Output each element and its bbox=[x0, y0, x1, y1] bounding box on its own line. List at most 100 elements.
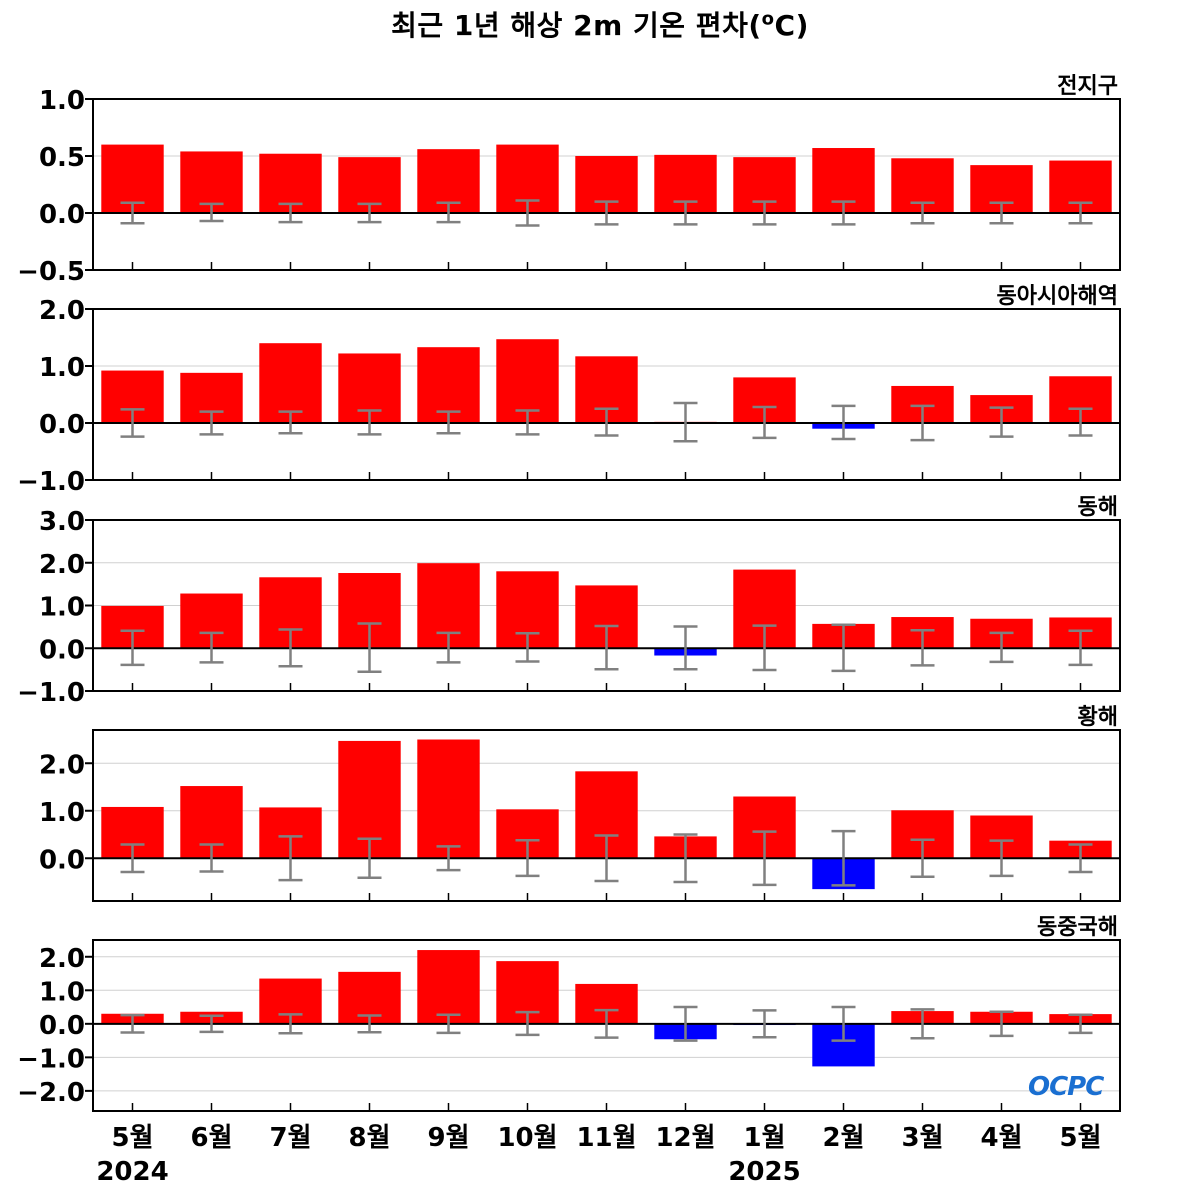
error-bar bbox=[120, 1013, 145, 1034]
error-bar bbox=[199, 843, 224, 873]
y-tick-label: 1.0 bbox=[39, 86, 85, 116]
y-tick-label: 0.5 bbox=[39, 143, 85, 173]
error-bar bbox=[278, 1013, 303, 1035]
error-bar bbox=[357, 622, 382, 674]
x-tick-label: 7월 bbox=[269, 1123, 311, 1153]
y-tick-label: 1.0 bbox=[39, 593, 85, 623]
error-bar bbox=[673, 200, 698, 226]
chart-title-degree: o bbox=[761, 8, 775, 30]
error-bar bbox=[673, 625, 698, 671]
ocpc-logo: OCPC bbox=[1028, 1072, 1104, 1102]
error-bar bbox=[357, 837, 382, 879]
error-bar bbox=[594, 1008, 619, 1039]
y-tick-label: 0.0 bbox=[39, 200, 85, 230]
error-bar bbox=[120, 843, 145, 874]
error-bar bbox=[515, 632, 540, 663]
x-tick-label: 11월 bbox=[576, 1123, 636, 1153]
error-bar bbox=[752, 624, 777, 672]
error-bar bbox=[278, 410, 303, 435]
x-tick-label: 12월 bbox=[655, 1123, 715, 1153]
error-bar bbox=[989, 1010, 1014, 1038]
error-bar bbox=[831, 1005, 856, 1042]
panel-region-label: 동해 bbox=[1078, 495, 1118, 520]
x-tick-label: 10월 bbox=[497, 1123, 557, 1153]
panel-2: −1.0 0.0 1.0 2.0 동아시아해역 bbox=[17, 284, 1121, 497]
error-bar bbox=[752, 830, 777, 887]
error-bar bbox=[120, 408, 145, 438]
error-bar bbox=[436, 845, 461, 872]
error-bar bbox=[199, 410, 224, 436]
error-bar bbox=[199, 631, 224, 664]
panel-4: 0.0 1.0 2.0 황해 bbox=[39, 705, 1121, 902]
error-bar bbox=[910, 629, 935, 667]
chart-title: 최근 1년 해상 2m 기온 편차(oC) bbox=[0, 4, 1200, 44]
x-tick-label: 8월 bbox=[348, 1123, 390, 1153]
y-tick-label: 1.0 bbox=[39, 798, 85, 828]
y-tick-label: −2.0 bbox=[17, 1078, 85, 1108]
error-bar bbox=[594, 834, 619, 883]
panel-1: −0.5 0.0 0.5 1.0 전지구 bbox=[17, 74, 1121, 287]
error-bar bbox=[594, 200, 619, 226]
error-bar bbox=[831, 623, 856, 673]
panel-5: −2.0 −1.00.0 1.02.0 동중국해 bbox=[17, 915, 1121, 1112]
panel-region-label: 전지구 bbox=[1057, 74, 1118, 99]
bar bbox=[417, 739, 480, 859]
y-tick-label: 0.0 bbox=[39, 845, 85, 875]
error-bar bbox=[910, 201, 935, 225]
y-tick-label: 2.0 bbox=[39, 296, 85, 326]
error-bar bbox=[278, 202, 303, 224]
error-bar bbox=[673, 833, 698, 884]
y-tick-label: 0.0 bbox=[39, 635, 85, 665]
error-bar bbox=[673, 1005, 698, 1042]
error-bar bbox=[199, 202, 224, 223]
chart-title-unit: C) bbox=[774, 9, 809, 42]
error-bar bbox=[515, 1010, 540, 1037]
error-bar bbox=[989, 201, 1014, 225]
bar bbox=[417, 950, 480, 1024]
error-bar bbox=[1068, 843, 1093, 874]
y-tick-label: 0.0 bbox=[39, 410, 85, 440]
panel-3: −1.0 0.0 1.0 2.0 3.0 동해 bbox=[17, 495, 1121, 708]
bar bbox=[259, 343, 322, 423]
error-bar bbox=[1068, 1013, 1093, 1035]
error-bar bbox=[357, 1014, 382, 1034]
error-bar bbox=[515, 838, 540, 878]
error-bar bbox=[278, 628, 303, 668]
error-bar bbox=[120, 629, 145, 667]
year-label: 2024 bbox=[96, 1157, 168, 1187]
chart-title-main: 최근 1년 해상 2m 기온 편차( bbox=[391, 9, 762, 42]
x-tick-label: 5월 bbox=[1059, 1123, 1101, 1153]
x-tick-label: 2월 bbox=[822, 1123, 864, 1153]
y-tick-label: 2.0 bbox=[39, 750, 85, 780]
y-tick-label: 3.0 bbox=[39, 507, 85, 537]
x-tick-label: 4월 bbox=[980, 1123, 1022, 1153]
y-tick-label: 1.0 bbox=[39, 353, 85, 383]
year-label: 2025 bbox=[728, 1157, 800, 1187]
error-bar bbox=[989, 839, 1014, 878]
error-bar bbox=[1068, 201, 1093, 225]
error-bar bbox=[436, 631, 461, 664]
error-bar bbox=[831, 200, 856, 226]
error-bar bbox=[1068, 407, 1093, 437]
error-bar bbox=[278, 835, 303, 882]
y-tick-label: −1.0 bbox=[17, 678, 85, 708]
x-tick-label: 9월 bbox=[427, 1123, 469, 1153]
panel-region-label: 동중국해 bbox=[1037, 915, 1118, 940]
error-bar bbox=[910, 1008, 935, 1040]
y-tick-label: 2.0 bbox=[39, 944, 85, 974]
x-tick-label: 5월 bbox=[111, 1123, 153, 1153]
x-tick-label: 1월 bbox=[743, 1123, 785, 1153]
error-bar bbox=[989, 406, 1014, 438]
error-bar bbox=[1068, 629, 1093, 667]
error-bar bbox=[594, 624, 619, 671]
error-bar bbox=[989, 631, 1014, 664]
panel-region-label: 황해 bbox=[1078, 705, 1118, 730]
error-bar bbox=[357, 409, 382, 436]
error-bar bbox=[910, 838, 935, 879]
error-bar bbox=[673, 401, 698, 443]
error-bar bbox=[752, 1009, 777, 1039]
y-tick-label: −1.0 bbox=[17, 467, 85, 497]
error-bar bbox=[436, 410, 461, 435]
error-bar bbox=[199, 1014, 224, 1034]
